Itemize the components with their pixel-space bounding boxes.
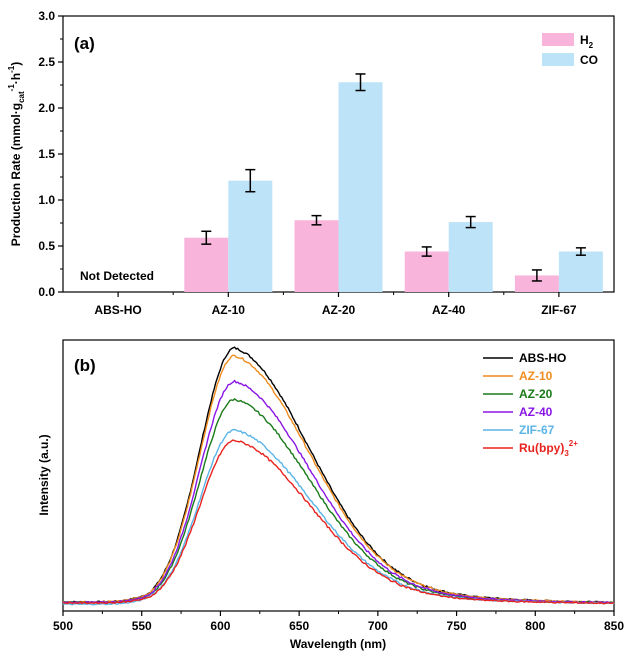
panel-b-legend: ABS-HO AZ-10 AZ-20 AZ-40 ZIF-67 Ru(bpy)32+ xyxy=(483,351,578,458)
legend-label: ABS-HO xyxy=(519,351,566,365)
x-tick-label: AZ-40 xyxy=(432,303,466,317)
bar-co xyxy=(448,222,493,292)
x-tick-label: 700 xyxy=(368,619,388,633)
x-tick-label: 850 xyxy=(604,619,624,633)
spectrum-line-ru-bpy- xyxy=(62,439,615,605)
y-tick-label: 2.0 xyxy=(38,101,55,115)
panel-b-label: (b) xyxy=(74,356,96,375)
bar-co xyxy=(228,180,273,292)
x-tick-label: ZIF-67 xyxy=(541,303,577,317)
legend-label-co: CO xyxy=(580,53,598,67)
x-tick-label: ABS-HO xyxy=(94,303,141,317)
y-tick-label: 3.0 xyxy=(38,9,55,23)
y-tick-label: 1.0 xyxy=(38,193,55,207)
legend-label-h2: H2 xyxy=(580,33,594,50)
panel-a-y-axis-title: Production Rate (mmol·gcat-1·h-1) xyxy=(7,62,26,246)
y-tick-label: 2.5 xyxy=(38,55,55,69)
spectrum-line-zif-67 xyxy=(62,428,615,606)
legend-swatch-co xyxy=(542,53,574,66)
spectrum-line-abs-ho xyxy=(62,346,615,604)
legend-swatch-h2 xyxy=(542,33,574,46)
y-tick-label: 0.0 xyxy=(38,285,55,299)
panel-b-lines xyxy=(62,346,615,606)
y-tick-label: 1.5 xyxy=(38,147,55,161)
not-detected-annotation: Not Detected xyxy=(80,269,154,283)
bar-co xyxy=(338,82,383,293)
x-tick-label: 650 xyxy=(289,619,309,633)
bar-h2 xyxy=(404,251,449,292)
panel-b-x-axis-title: Wavelength (nm) xyxy=(290,637,386,651)
panel-a-legend: H2 CO xyxy=(542,33,598,67)
panel-b-line-chart: (b) 500 550 600 650 700 750 800 850 Wavelength … xyxy=(37,339,624,651)
panel-b-x-ticks: 500 550 600 650 700 750 800 850 xyxy=(53,611,624,633)
legend-label: AZ-20 xyxy=(519,387,553,401)
panel-a-y-ticks: 0.0 0.5 1.0 1.5 2.0 2.5 3.0 xyxy=(38,9,63,299)
panel-a-label: (a) xyxy=(74,34,95,53)
x-tick-label: 550 xyxy=(132,619,152,633)
legend-label: ZIF-67 xyxy=(519,423,555,437)
legend-label: Ru(bpy)32+ xyxy=(519,439,578,458)
x-tick-label: AZ-10 xyxy=(212,303,246,317)
panel-b-y-axis-title: Intensity (a.u.) xyxy=(37,434,51,515)
panel-a-bars xyxy=(184,73,603,293)
legend-label: AZ-40 xyxy=(519,405,553,419)
bar-h2 xyxy=(514,275,559,292)
panel-a-bar-chart: (a) 0.0 0.5 1.0 1.5 2.0 2.5 3.0 ABS-HO AZ-10 AZ-… xyxy=(7,9,615,317)
x-tick-label: 600 xyxy=(210,619,230,633)
x-tick-label: AZ-20 xyxy=(322,303,356,317)
panel-a-x-ticks: ABS-HO AZ-10 AZ-20 AZ-40 ZIF-67 xyxy=(94,292,577,317)
bar-co xyxy=(558,251,603,292)
y-tick-label: 0.5 xyxy=(38,239,55,253)
bar-h2 xyxy=(294,220,339,292)
x-tick-label: 500 xyxy=(53,619,73,633)
legend-label: AZ-10 xyxy=(519,369,553,383)
x-tick-label: 750 xyxy=(447,619,467,633)
x-tick-label: 800 xyxy=(525,619,545,633)
bar-h2 xyxy=(184,237,229,292)
